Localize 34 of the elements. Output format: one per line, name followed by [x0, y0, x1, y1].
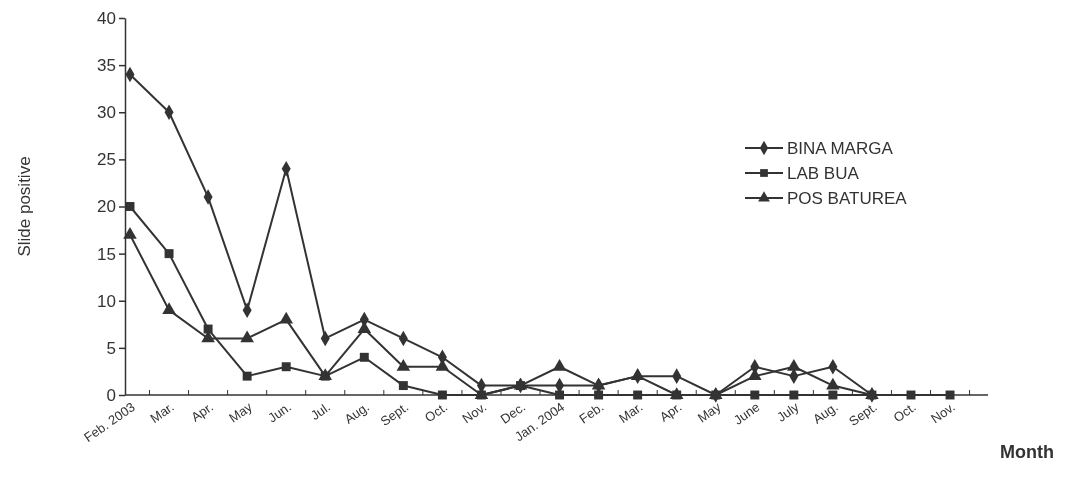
x-tick-label: Mar. — [616, 399, 646, 426]
legend-label: BINA MARGA — [787, 139, 894, 158]
x-tick-label: Apr. — [656, 399, 685, 425]
x-tick-label: Oct. — [890, 399, 919, 426]
x-tick-label: Aug. — [810, 399, 841, 427]
y-axis-title: Slide positive — [15, 156, 34, 257]
y-tick-label: 20 — [97, 197, 116, 217]
y-tick-label: 10 — [97, 291, 116, 311]
y-tick-label: 40 — [97, 8, 116, 28]
x-tick-label: Sept. — [377, 399, 412, 429]
legend-label: POS BATUREA — [787, 189, 908, 208]
legend-label: LAB BUA — [787, 164, 860, 183]
x-tick-label: Mar. — [147, 399, 177, 426]
x-tick-label: Oct. — [421, 399, 451, 426]
x-tick-label: June — [730, 399, 763, 428]
x-tick-label: Aug. — [341, 399, 373, 427]
y-tick-label: 15 — [97, 244, 116, 264]
y-tick-label: 5 — [106, 338, 116, 358]
y-tick-label: 35 — [97, 56, 116, 76]
x-tick-label: Jun. — [265, 399, 294, 426]
y-tick-label: 0 — [106, 385, 116, 405]
x-tick-label: July — [774, 398, 802, 425]
y-tick-label: 25 — [97, 150, 116, 170]
x-tick-label: Sept. — [846, 399, 880, 429]
x-tick-label: Apr. — [188, 399, 216, 425]
y-tick-label: 30 — [97, 103, 116, 123]
x-tick-label: Dec. — [497, 399, 529, 427]
x-tick-label: May — [226, 398, 256, 426]
x-tick-label: Nov. — [928, 399, 958, 427]
x-tick-label: May — [694, 398, 724, 426]
x-tick-label: Nov. — [459, 399, 490, 427]
x-axis-title: Month — [1000, 442, 1054, 462]
x-tick-label: Jul. — [307, 399, 333, 424]
x-tick-label: Feb. — [576, 399, 607, 427]
